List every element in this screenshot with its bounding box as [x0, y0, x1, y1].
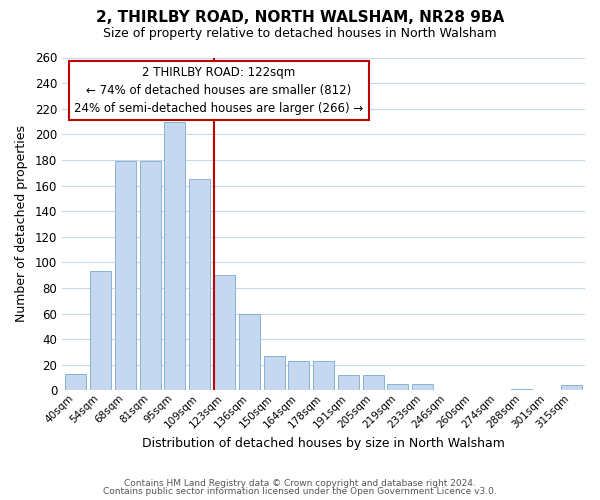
Bar: [313, 361, 334, 390]
Bar: [412, 384, 433, 390]
Text: Contains HM Land Registry data © Crown copyright and database right 2024.: Contains HM Land Registry data © Crown c…: [124, 478, 476, 488]
Bar: [288, 361, 310, 390]
Bar: [189, 179, 210, 390]
Y-axis label: Number of detached properties: Number of detached properties: [15, 126, 28, 322]
Bar: [561, 386, 582, 390]
Bar: [511, 389, 532, 390]
Bar: [214, 275, 235, 390]
Bar: [239, 314, 260, 390]
Bar: [338, 375, 359, 390]
Bar: [115, 161, 136, 390]
Bar: [388, 384, 409, 390]
Bar: [263, 356, 284, 390]
Text: 2 THIRLBY ROAD: 122sqm
← 74% of detached houses are smaller (812)
24% of semi-de: 2 THIRLBY ROAD: 122sqm ← 74% of detached…: [74, 66, 364, 115]
Bar: [362, 375, 383, 390]
Text: Contains public sector information licensed under the Open Government Licence v3: Contains public sector information licen…: [103, 487, 497, 496]
Text: Size of property relative to detached houses in North Walsham: Size of property relative to detached ho…: [103, 28, 497, 40]
X-axis label: Distribution of detached houses by size in North Walsham: Distribution of detached houses by size …: [142, 437, 505, 450]
Bar: [65, 374, 86, 390]
Bar: [90, 272, 111, 390]
Bar: [140, 161, 161, 390]
Text: 2, THIRLBY ROAD, NORTH WALSHAM, NR28 9BA: 2, THIRLBY ROAD, NORTH WALSHAM, NR28 9BA: [96, 10, 504, 25]
Bar: [164, 122, 185, 390]
